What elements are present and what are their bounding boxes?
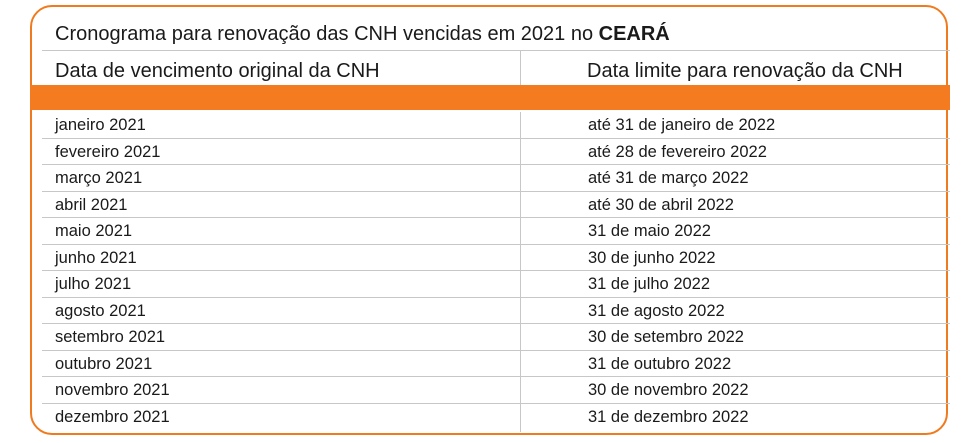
- orange-band: [30, 85, 950, 110]
- cell-original-date: setembro 2021: [55, 328, 166, 346]
- cell-original-date: outubro 2021: [55, 354, 153, 373]
- row-divider: [42, 137, 950, 139]
- cell-original-date: junho 2021: [55, 248, 137, 267]
- cell-limit-date: 31 de outubro 2022: [588, 354, 732, 373]
- table-row: março 2021 até 31 de março 2022: [0, 165, 980, 192]
- cell-original-date: dezembro 2021: [55, 407, 170, 426]
- cell-original-date: fevereiro 2021: [55, 142, 161, 161]
- cell-limit-date: 30 de novembro 2022: [588, 381, 749, 399]
- table-row: outubro 2021 31 de outubro 2022: [0, 351, 980, 377]
- table-row: maio 2021 31 de maio 2022: [0, 218, 980, 245]
- row-divider: [42, 217, 950, 218]
- cell-original-date: janeiro 2021: [55, 116, 146, 134]
- table-row: julho 2021 31 de julho 2022: [0, 271, 980, 298]
- cell-limit-date: 31 de julho 2022: [588, 275, 711, 293]
- cell-limit-date: 31 de agosto 2022: [588, 301, 725, 320]
- cell-limit-date: até 30 de abril 2022: [588, 195, 734, 214]
- cell-original-date: agosto 2021: [55, 301, 146, 320]
- cell-limit-date: até 28 de fevereiro 2022: [588, 142, 767, 161]
- cell-limit-date: 31 de maio 2022: [588, 222, 711, 240]
- row-divider: [42, 323, 950, 324]
- table-row: junho 2021 30 de junho 2022: [0, 245, 980, 271]
- table-row: janeiro 2021 até 31 de janeiro de 2022: [0, 112, 980, 139]
- column-divider: [520, 50, 521, 85]
- title-state: CEARÁ: [598, 23, 670, 45]
- title-text: Cronograma para renovação das CNH vencid…: [55, 23, 599, 45]
- row-divider: [42, 164, 950, 165]
- row-divider: [42, 296, 950, 298]
- cell-limit-date: 30 de setembro 2022: [588, 328, 744, 346]
- header-limit-date: Data limite para renovação da CNH: [587, 60, 903, 82]
- table-body: janeiro 2021 até 31 de janeiro de 2022 fev…: [0, 112, 980, 430]
- cell-original-date: julho 2021: [55, 275, 132, 293]
- table-row: abril 2021 até 30 de abril 2022: [0, 192, 980, 218]
- table-title: Cronograma para renovação das CNH vencid…: [55, 22, 670, 46]
- cell-original-date: novembro 2021: [55, 381, 170, 399]
- divider: [42, 50, 950, 51]
- row-divider: [42, 270, 950, 271]
- cell-original-date: abril 2021: [55, 195, 128, 214]
- row-divider: [42, 349, 950, 351]
- row-divider: [42, 190, 950, 192]
- table-row: setembro 2021 30 de setembro 2022: [0, 324, 980, 351]
- table-row: dezembro 2021 31 de dezembro 2022: [0, 404, 980, 431]
- table-row: novembro 2021 30 de novembro 2022: [0, 377, 980, 404]
- cell-original-date: maio 2021: [55, 222, 133, 240]
- cell-limit-date: 30 de junho 2022: [588, 248, 716, 267]
- cell-original-date: março 2021: [55, 169, 143, 187]
- cell-limit-date: 31 de dezembro 2022: [588, 407, 749, 426]
- table-row: agosto 2021 31 de agosto 2022: [0, 298, 980, 324]
- column-divider: [520, 112, 521, 432]
- row-divider: [42, 376, 950, 377]
- header-original-date: Data de vencimento original da CNH: [55, 60, 380, 82]
- table-frame: [30, 5, 948, 435]
- row-divider: [42, 243, 950, 245]
- row-divider: [42, 402, 950, 404]
- table-row: fevereiro 2021 até 28 de fevereiro 2022: [0, 139, 980, 165]
- cell-limit-date: até 31 de janeiro de 2022: [588, 116, 776, 134]
- cell-limit-date: até 31 de março 2022: [588, 169, 749, 187]
